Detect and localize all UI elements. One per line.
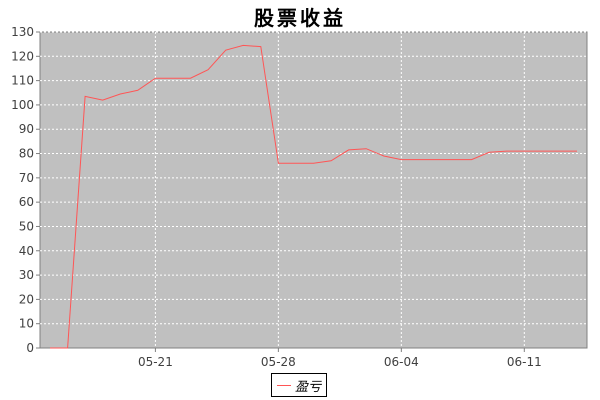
data-point [453,158,455,160]
x-tick-label: 05-28 [261,355,296,369]
data-point [172,77,174,79]
data-point [49,347,51,349]
data-point [365,147,367,149]
data-point [224,49,226,51]
data-point [260,45,262,47]
plot-area [39,31,588,349]
legend: 盈亏 [271,373,327,397]
y-tick-label: 30 [19,268,34,282]
data-point [488,151,490,153]
data-point [189,77,191,79]
y-tick-label: 90 [19,122,34,136]
data-point [102,99,104,101]
y-tick-label: 130 [11,25,34,39]
y-tick-label: 110 [11,74,34,88]
data-point [523,150,525,152]
data-point [295,162,297,164]
y-tick-label: 40 [19,244,34,258]
data-point [541,150,543,152]
data-point [66,347,68,349]
grid-layer [40,31,587,348]
data-point [312,162,314,164]
y-tick-label: 70 [19,171,34,185]
legend-label: 盈亏 [294,379,321,395]
data-point [137,89,139,91]
x-tick-label: 05-21 [138,355,173,369]
data-point [330,160,332,162]
data-point [506,150,508,152]
data-point [84,95,86,97]
series-line-盈亏 [50,44,577,349]
series-layer [49,44,578,349]
data-point [154,77,156,79]
axis-layer: 0 10 20 30 40 50 60 70 80 90 100 110 120 130 05-21 05-2… [11,25,542,369]
data-point [119,93,121,95]
y-tick-label: 120 [11,49,34,63]
data-point [347,149,349,151]
chart-title: 股票收益 [254,6,346,30]
data-point [576,150,578,152]
data-point [383,155,385,157]
data-point [207,68,209,70]
data-point [242,44,244,46]
y-tick-label: 60 [19,195,34,209]
y-tick-label: 20 [19,292,34,306]
data-point [418,158,420,160]
data-point [470,158,472,160]
data-point [435,158,437,160]
y-tick-label: 100 [11,98,34,112]
data-point [400,158,402,160]
y-tick-label: 10 [19,317,34,331]
y-tick-label: 80 [19,147,34,161]
data-point [558,150,560,152]
legend-swatch [276,384,291,386]
x-tick-label: 06-04 [384,355,419,369]
y-tick-label: 50 [19,219,34,233]
data-point [277,162,279,164]
x-tick-label: 06-11 [507,355,542,369]
y-tick-label: 0 [26,341,34,355]
